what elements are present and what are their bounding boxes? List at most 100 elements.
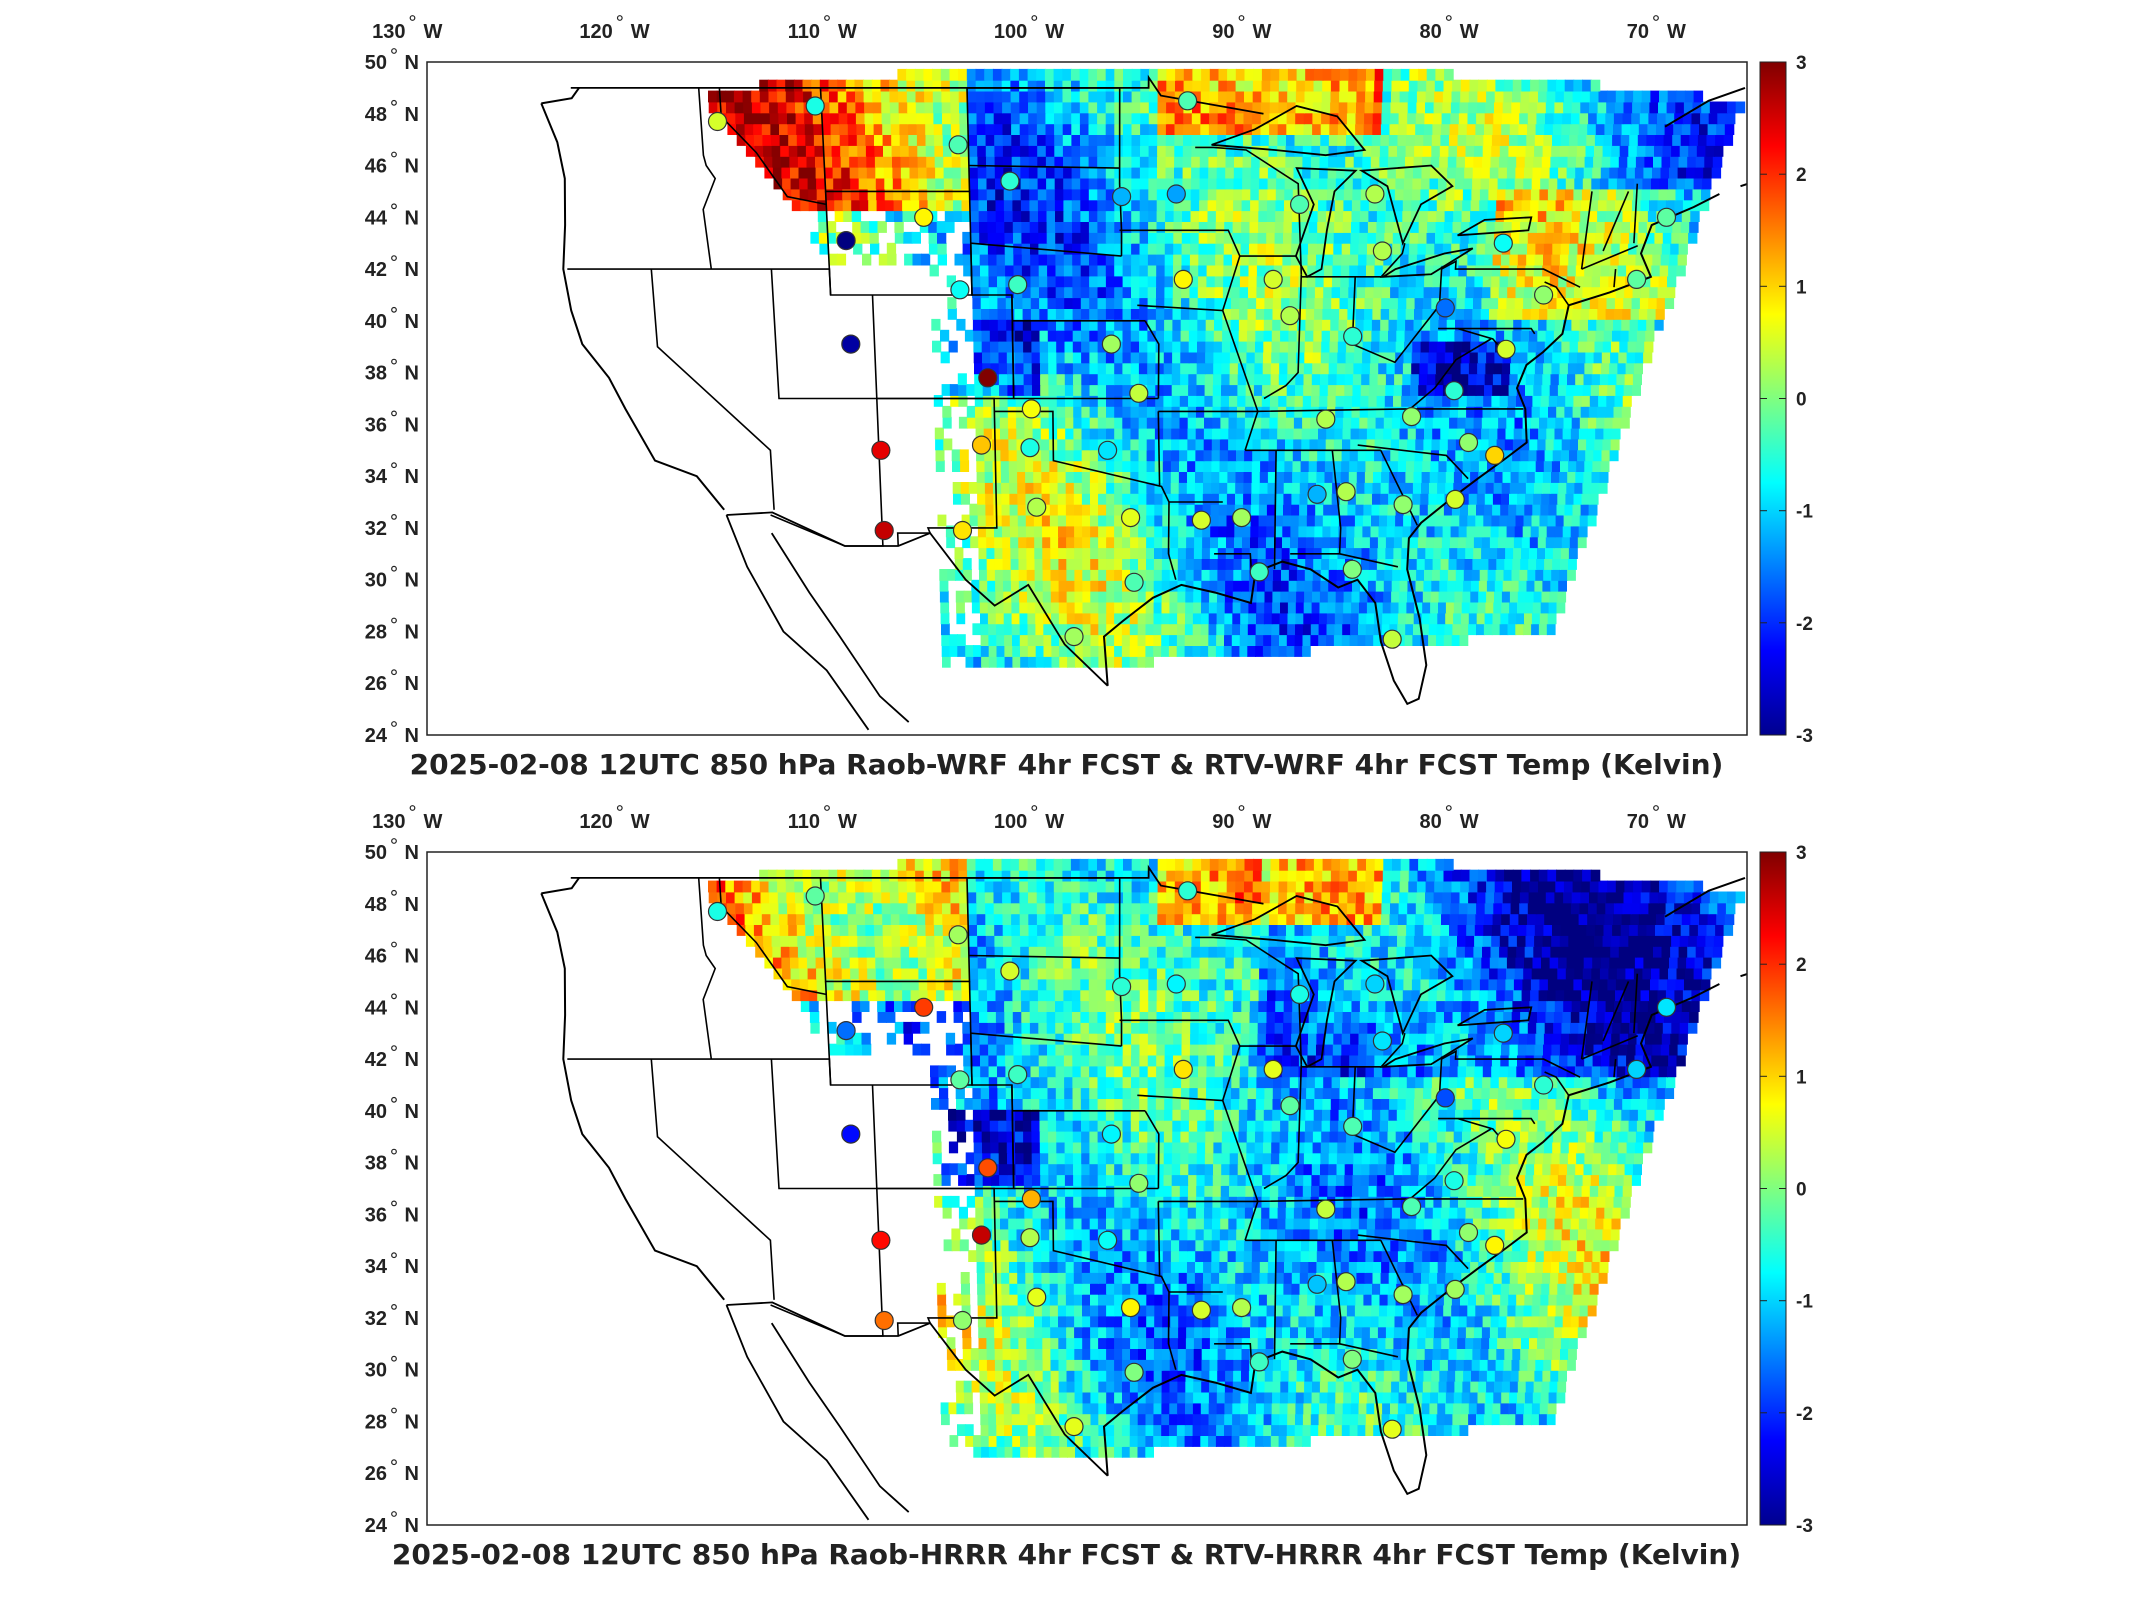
station-marker: [914, 997, 934, 1017]
degree-symbol: [391, 993, 397, 1000]
state-borders: [540, 74, 1747, 731]
lon-tick-hemisphere: W: [1253, 21, 1272, 43]
station-marker: [707, 901, 728, 922]
lat-tick-hemisphere: N: [405, 363, 419, 385]
station-marker: [1097, 440, 1118, 460]
station-marker: [978, 368, 998, 388]
lat-tick: 34 N: [365, 462, 419, 488]
lat-tick-value: 46: [365, 156, 387, 178]
colorbar-tick-label: -2: [1796, 614, 1813, 635]
station-marker: [971, 435, 992, 455]
lat-tick: 42 N: [365, 1045, 419, 1071]
degree-symbol: [391, 48, 397, 54]
station-marker: [1496, 339, 1516, 359]
station-marker: [871, 440, 891, 460]
station-marker: [841, 1124, 861, 1144]
station-marker: [1173, 1059, 1193, 1079]
lon-tick-value: 110: [788, 21, 820, 43]
station-marker: [1458, 1222, 1479, 1243]
lon-tick-hemisphere: W: [838, 811, 857, 833]
station-marker: [1177, 881, 1198, 901]
station-marker: [1485, 1235, 1505, 1255]
lon-tick: 130 W: [372, 15, 443, 43]
lat-tick: 24 N: [365, 721, 419, 747]
degree-symbol: [391, 203, 397, 210]
lat-tick-hemisphere: N: [405, 1360, 419, 1382]
station-marker: [805, 886, 825, 906]
raob-stations: [707, 881, 1677, 1439]
lon-tick-value: 120: [579, 21, 612, 43]
colorbar-tick-label: 3: [1796, 53, 1807, 74]
station-marker: [914, 207, 934, 227]
station-marker: [1393, 1285, 1413, 1305]
station-marker: [1307, 1274, 1327, 1294]
lon-tick: 70 W: [1627, 805, 1686, 833]
degree-symbol: [1653, 15, 1659, 21]
lat-tick-value: 30: [365, 570, 387, 592]
colorbar-tick-label: 1: [1796, 1067, 1807, 1088]
lat-tick-hemisphere: N: [405, 1049, 419, 1071]
station-marker: [1401, 1197, 1422, 1217]
lat-tick-hemisphere: N: [405, 673, 419, 695]
station-marker: [1365, 974, 1385, 994]
lon-tick-value: 70: [1627, 21, 1649, 43]
lat-tick-hemisphere: N: [405, 622, 419, 644]
station-marker: [1111, 187, 1132, 207]
station-marker: [1129, 1173, 1149, 1193]
station-marker: [1444, 381, 1464, 401]
station-marker: [1656, 207, 1677, 227]
colorbar-tick-labels: 3 2 1 0 -1 -2 -3: [1760, 843, 1813, 1537]
station-marker: [1435, 298, 1455, 318]
lat-tick-value: 28: [365, 1412, 387, 1434]
lat-tick-value: 34: [365, 466, 388, 488]
station-marker: [948, 135, 968, 155]
station-marker: [1533, 285, 1554, 305]
station-marker: [1263, 269, 1283, 289]
degree-symbol: [391, 514, 397, 520]
degree-symbol: [616, 15, 623, 21]
lon-tick-hemisphere: W: [1460, 21, 1479, 43]
lat-tick: 36 N: [365, 1200, 419, 1226]
degree-symbol: [1238, 15, 1245, 21]
lat-tick-value: 48: [365, 894, 387, 916]
lat-tick: 28 N: [365, 1407, 419, 1434]
lat-tick-value: 36: [365, 414, 387, 436]
degree-symbol: [391, 838, 397, 844]
lat-tick-value: 24: [365, 1515, 388, 1537]
lat-tick: 24 N: [365, 1511, 419, 1537]
lon-tick-value: 130: [372, 21, 405, 43]
station-marker: [1097, 1230, 1118, 1250]
colorbar-tick-label: -1: [1796, 1292, 1813, 1313]
lat-tick-value: 40: [365, 1101, 387, 1123]
lat-tick: 46 N: [365, 941, 419, 968]
lon-tick-hemisphere: W: [631, 811, 650, 833]
lat-tick-hemisphere: N: [405, 725, 419, 747]
lat-tick-value: 46: [365, 946, 387, 968]
station-marker: [1000, 171, 1020, 191]
lon-tick-value: 100: [994, 21, 1027, 43]
lon-tick: 120 W: [579, 15, 650, 43]
station-marker: [1372, 1031, 1393, 1051]
lat-tick-value: 32: [365, 518, 387, 540]
lat-tick-hemisphere: N: [405, 259, 419, 281]
station-marker: [1444, 1171, 1464, 1191]
lat-tick: 26 N: [365, 1459, 419, 1485]
colorbar-tick-label: 1: [1796, 277, 1807, 298]
station-marker: [1485, 445, 1505, 465]
forecast-difference-field: [708, 68, 1746, 668]
lat-tick-value: 38: [365, 1153, 387, 1175]
map-panel-bottom: 130 W 120 W 110 W 100 W 90 W 80 W 70 W 50 N 48 N 46 N 44 N 42…: [0, 790, 2133, 1580]
colorbar-tick-label: 2: [1796, 955, 1807, 976]
colorbar-tick-labels: 3 2 1 0 -1 -2 -3: [1760, 53, 1813, 747]
station-marker: [1307, 484, 1327, 504]
lat-tick-value: 26: [365, 1463, 387, 1485]
station-marker: [1342, 559, 1362, 579]
station-marker: [1365, 184, 1385, 204]
station-marker: [1316, 409, 1336, 429]
degree-symbol: [391, 941, 397, 948]
lon-tick-hemisphere: W: [631, 21, 650, 43]
station-marker: [1166, 184, 1186, 204]
latitude-tick-labels: 50 N48 N46 N44 N42 N40 N38 N36 N34 N32 N30 N28 N26 N2…: [365, 48, 419, 747]
lat-tick-value: 48: [365, 104, 387, 126]
lat-tick-hemisphere: N: [405, 1412, 419, 1434]
